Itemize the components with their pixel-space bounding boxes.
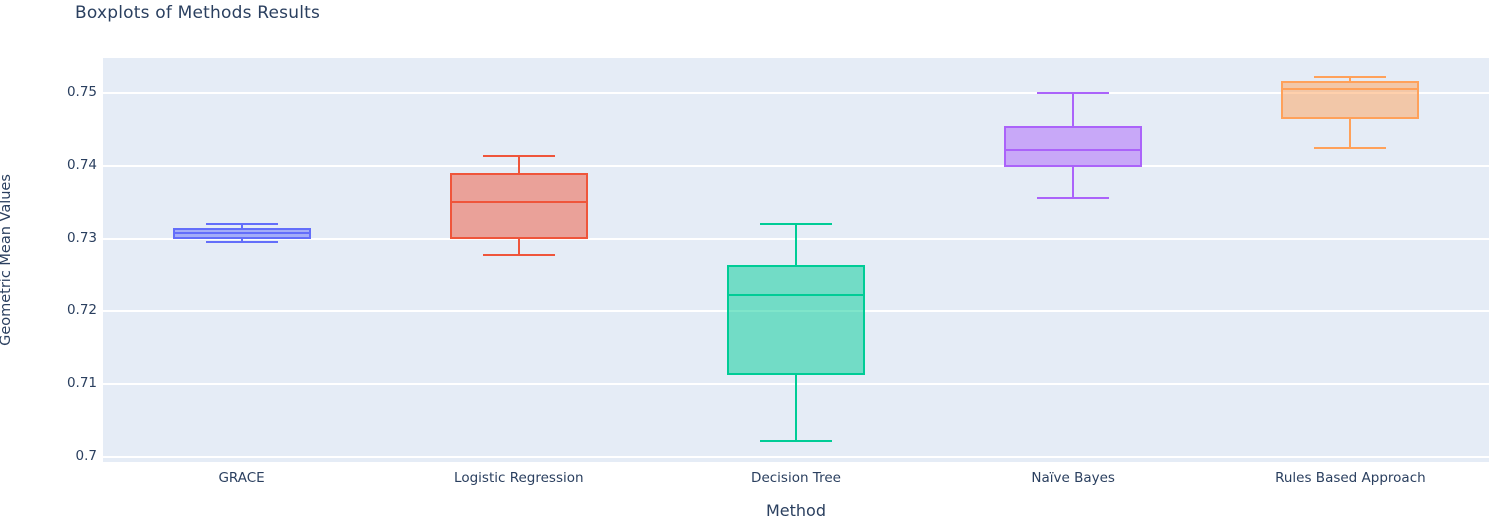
median-na-ve-bayes[interactable] xyxy=(1006,148,1141,151)
median-grace[interactable] xyxy=(174,232,309,235)
upper-whisker-na-ve-bayes[interactable] xyxy=(1072,92,1075,126)
max-cap-rules-based-approach[interactable] xyxy=(1314,75,1387,78)
min-cap-logistic-regression[interactable] xyxy=(482,254,555,257)
x-tick-label-grace: GRACE xyxy=(218,470,265,486)
y-gridline xyxy=(103,164,1489,167)
x-tick-label-na-ve-bayes: Naïve Bayes xyxy=(1031,470,1115,486)
y-gridline xyxy=(103,91,1489,94)
median-logistic-regression[interactable] xyxy=(451,201,586,204)
y-gridline xyxy=(103,455,1489,458)
lower-whisker-na-ve-bayes[interactable] xyxy=(1072,167,1075,199)
y-tick-label: 0.74 xyxy=(66,156,97,173)
x-tick-label-decision-tree: Decision Tree xyxy=(751,470,841,486)
upper-whisker-grace[interactable] xyxy=(240,223,243,228)
box-decision-tree[interactable] xyxy=(727,265,865,375)
box-na-ve-bayes[interactable] xyxy=(1004,125,1143,168)
median-decision-tree[interactable] xyxy=(729,293,863,296)
min-cap-grace[interactable] xyxy=(205,241,278,244)
x-tick-label-logistic-regression: Logistic Regression xyxy=(454,470,584,486)
upper-whisker-rules-based-approach[interactable] xyxy=(1349,76,1352,82)
plot-area[interactable] xyxy=(103,58,1489,462)
upper-whisker-decision-tree[interactable] xyxy=(795,223,797,266)
lower-whisker-rules-based-approach[interactable] xyxy=(1349,119,1352,149)
y-tick-label: 0.75 xyxy=(66,83,97,100)
y-tick-label: 0.72 xyxy=(66,302,97,319)
lower-whisker-decision-tree[interactable] xyxy=(795,374,797,441)
chart-title: Boxplots of Methods Results xyxy=(75,3,321,23)
box-logistic-regression[interactable] xyxy=(449,173,588,239)
box-rules-based-approach[interactable] xyxy=(1281,81,1420,120)
x-tick-label-rules-based-approach: Rules Based Approach xyxy=(1275,470,1426,486)
y-tick-label: 0.71 xyxy=(66,375,97,392)
median-rules-based-approach[interactable] xyxy=(1283,88,1418,91)
y-axis-title: Geometric Mean Values xyxy=(0,174,14,346)
y-tick-label: 0.73 xyxy=(66,229,97,246)
min-cap-na-ve-bayes[interactable] xyxy=(1037,197,1110,200)
lower-whisker-grace[interactable] xyxy=(240,238,243,243)
max-cap-na-ve-bayes[interactable] xyxy=(1037,91,1110,94)
min-cap-decision-tree[interactable] xyxy=(760,439,832,442)
upper-whisker-logistic-regression[interactable] xyxy=(517,156,520,173)
min-cap-rules-based-approach[interactable] xyxy=(1314,147,1387,150)
max-cap-grace[interactable] xyxy=(205,222,278,225)
y-tick-label: 0.7 xyxy=(75,447,97,464)
max-cap-logistic-regression[interactable] xyxy=(482,155,555,158)
lower-whisker-logistic-regression[interactable] xyxy=(517,238,520,256)
x-axis-title: Method xyxy=(765,501,826,520)
max-cap-decision-tree[interactable] xyxy=(760,222,832,225)
